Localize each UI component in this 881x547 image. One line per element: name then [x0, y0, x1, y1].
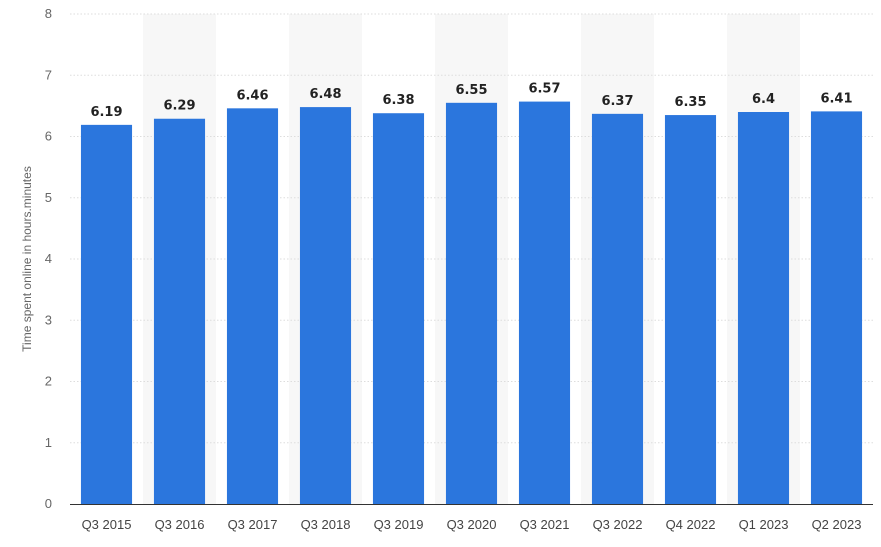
y-axis-title: Time spent online in hours.minutes — [20, 166, 34, 352]
x-tick-label: Q3 2018 — [301, 517, 351, 532]
y-tick-label: 1 — [45, 435, 52, 450]
bars — [80, 101, 863, 505]
data-label: 6.41 — [820, 91, 852, 106]
y-tick-label: 2 — [45, 374, 52, 389]
data-labels: 6.19 6.29 6.46 6.48 6.38 6.55 6.57 6.37 6.35 6.4 6… — [90, 82, 852, 120]
y-tick-label: 0 — [45, 496, 52, 511]
y-tick-label: 5 — [45, 190, 52, 205]
bar[interactable] — [372, 113, 425, 504]
data-label: 6.4 — [752, 92, 775, 107]
y-tick-label: 8 — [45, 6, 52, 21]
bar[interactable] — [737, 112, 790, 504]
bar[interactable] — [153, 118, 206, 505]
bar[interactable] — [518, 101, 571, 505]
data-label: 6.29 — [163, 99, 195, 114]
bar[interactable] — [226, 108, 279, 504]
bar[interactable] — [445, 102, 498, 504]
y-axis-ticks: 0 1 2 3 4 5 6 7 8 — [45, 6, 52, 511]
x-tick-label: Q4 2022 — [666, 517, 716, 532]
x-tick-label: Q2 2023 — [812, 517, 862, 532]
y-tick-label: 3 — [45, 312, 52, 327]
x-tick-label: Q3 2019 — [374, 517, 424, 532]
x-tick-label: Q1 2023 — [739, 517, 789, 532]
bar[interactable] — [80, 124, 133, 505]
y-tick-label: 6 — [45, 129, 52, 144]
x-axis-ticks: Q3 2015 Q3 2016 Q3 2017 Q3 2018 Q3 2019 Q3 20… — [82, 517, 862, 532]
y-tick-label: 4 — [45, 251, 52, 266]
data-label: 6.46 — [236, 88, 268, 103]
x-tick-label: Q3 2020 — [447, 517, 497, 532]
x-tick-label: Q3 2017 — [228, 517, 278, 532]
data-label: 6.57 — [528, 82, 560, 97]
bar[interactable] — [299, 107, 352, 504]
data-label: 6.19 — [90, 105, 122, 120]
data-label: 6.35 — [674, 95, 706, 110]
x-tick-label: Q3 2022 — [593, 517, 643, 532]
bar[interactable] — [810, 111, 863, 504]
data-label: 6.38 — [382, 93, 414, 108]
bar[interactable] — [664, 115, 717, 504]
x-tick-label: Q3 2016 — [155, 517, 205, 532]
x-tick-label: Q3 2015 — [82, 517, 132, 532]
x-tick-label: Q3 2021 — [520, 517, 570, 532]
data-label: 6.37 — [601, 94, 633, 109]
data-label: 6.55 — [455, 83, 487, 98]
data-label: 6.48 — [309, 87, 341, 102]
bar[interactable] — [591, 113, 644, 505]
y-tick-label: 7 — [45, 67, 52, 82]
